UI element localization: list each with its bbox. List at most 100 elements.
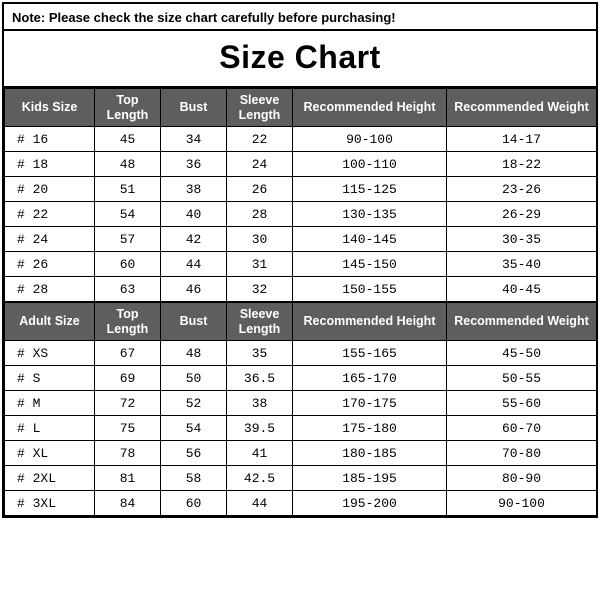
adult-cell: 45-50 xyxy=(447,341,597,366)
kids-cell: 22 xyxy=(227,127,293,152)
adult-cell: 35 xyxy=(227,341,293,366)
kids-col-sleeve: Sleeve Length xyxy=(227,89,293,127)
note-text: Note: Please check the size chart carefu… xyxy=(4,4,596,31)
adult-cell: 185-195 xyxy=(293,466,447,491)
adult-cell: # M xyxy=(5,391,95,416)
adult-cell: 90-100 xyxy=(447,491,597,516)
adult-row: # M725238170-17555-60 xyxy=(5,391,597,416)
adult-col-height: Recommended Height xyxy=(293,303,447,341)
adult-cell: 39.5 xyxy=(227,416,293,441)
kids-cell: 23-26 xyxy=(447,177,597,202)
kids-cell: 32 xyxy=(227,277,293,302)
kids-row: # 20513826115-12523-26 xyxy=(5,177,597,202)
kids-cell: 51 xyxy=(95,177,161,202)
adult-cell: 80-90 xyxy=(447,466,597,491)
kids-cell: 140-145 xyxy=(293,227,447,252)
kids-cell: # 22 xyxy=(5,202,95,227)
adult-cell: # L xyxy=(5,416,95,441)
adult-cell: 50-55 xyxy=(447,366,597,391)
kids-row: # 26604431145-15035-40 xyxy=(5,252,597,277)
adult-cell: 165-170 xyxy=(293,366,447,391)
adult-cell: 56 xyxy=(161,441,227,466)
adult-cell: 38 xyxy=(227,391,293,416)
kids-cell: # 24 xyxy=(5,227,95,252)
adult-row: # S695036.5165-17050-55 xyxy=(5,366,597,391)
kids-cell: 130-135 xyxy=(293,202,447,227)
kids-cell: 14-17 xyxy=(447,127,597,152)
kids-cell: 34 xyxy=(161,127,227,152)
adult-size-table: Adult Size Top Length Bust Sleeve Length… xyxy=(4,302,597,516)
kids-cell: # 26 xyxy=(5,252,95,277)
kids-cell: # 28 xyxy=(5,277,95,302)
kids-cell: 24 xyxy=(227,152,293,177)
kids-cell: # 16 xyxy=(5,127,95,152)
kids-row: # 28634632150-15540-45 xyxy=(5,277,597,302)
adult-col-size: Adult Size xyxy=(5,303,95,341)
kids-cell: 26-29 xyxy=(447,202,597,227)
kids-col-size: Kids Size xyxy=(5,89,95,127)
kids-cell: 31 xyxy=(227,252,293,277)
kids-cell: 46 xyxy=(161,277,227,302)
kids-row: # 1645342290-10014-17 xyxy=(5,127,597,152)
adult-cell: 60-70 xyxy=(447,416,597,441)
kids-col-weight: Recommended Weight xyxy=(447,89,597,127)
adult-col-weight: Recommended Weight xyxy=(447,303,597,341)
adult-cell: 52 xyxy=(161,391,227,416)
adult-cell: 195-200 xyxy=(293,491,447,516)
adult-cell: 78 xyxy=(95,441,161,466)
adult-cell: 55-60 xyxy=(447,391,597,416)
adult-cell: 70-80 xyxy=(447,441,597,466)
kids-cell: 57 xyxy=(95,227,161,252)
kids-cell: 115-125 xyxy=(293,177,447,202)
kids-size-table: Kids Size Top Length Bust Sleeve Length … xyxy=(4,88,597,302)
adult-cell: 54 xyxy=(161,416,227,441)
adult-row: # XS674835155-16545-50 xyxy=(5,341,597,366)
kids-cell: 40-45 xyxy=(447,277,597,302)
adult-cell: 170-175 xyxy=(293,391,447,416)
adult-cell: 58 xyxy=(161,466,227,491)
adult-cell: 44 xyxy=(227,491,293,516)
kids-cell: 45 xyxy=(95,127,161,152)
adult-cell: 75 xyxy=(95,416,161,441)
adult-cell: 67 xyxy=(95,341,161,366)
adult-col-bust: Bust xyxy=(161,303,227,341)
kids-header-row: Kids Size Top Length Bust Sleeve Length … xyxy=(5,89,597,127)
kids-cell: 60 xyxy=(95,252,161,277)
kids-col-top: Top Length xyxy=(95,89,161,127)
kids-cell: 42 xyxy=(161,227,227,252)
adult-row: # 3XL846044195-20090-100 xyxy=(5,491,597,516)
adult-cell: 48 xyxy=(161,341,227,366)
kids-col-bust: Bust xyxy=(161,89,227,127)
adult-row: # 2XL815842.5185-19580-90 xyxy=(5,466,597,491)
kids-cell: 18-22 xyxy=(447,152,597,177)
size-chart-container: Note: Please check the size chart carefu… xyxy=(2,2,598,518)
kids-cell: 44 xyxy=(161,252,227,277)
chart-title: Size Chart xyxy=(4,31,596,88)
adult-row: # XL785641180-18570-80 xyxy=(5,441,597,466)
kids-row: # 18483624100-11018-22 xyxy=(5,152,597,177)
kids-cell: 40 xyxy=(161,202,227,227)
adult-col-top: Top Length xyxy=(95,303,161,341)
kids-cell: 36 xyxy=(161,152,227,177)
kids-cell: 150-155 xyxy=(293,277,447,302)
kids-cell: 54 xyxy=(95,202,161,227)
adult-cell: 72 xyxy=(95,391,161,416)
kids-cell: 26 xyxy=(227,177,293,202)
kids-cell: 90-100 xyxy=(293,127,447,152)
adult-cell: 36.5 xyxy=(227,366,293,391)
kids-row: # 22544028130-13526-29 xyxy=(5,202,597,227)
adult-cell: 42.5 xyxy=(227,466,293,491)
adult-col-sleeve: Sleeve Length xyxy=(227,303,293,341)
adult-cell: 155-165 xyxy=(293,341,447,366)
kids-cell: 30-35 xyxy=(447,227,597,252)
adult-cell: 180-185 xyxy=(293,441,447,466)
adult-cell: # 2XL xyxy=(5,466,95,491)
adult-cell: # XL xyxy=(5,441,95,466)
kids-cell: # 18 xyxy=(5,152,95,177)
adult-cell: 84 xyxy=(95,491,161,516)
adult-cell: 60 xyxy=(161,491,227,516)
adult-cell: # S xyxy=(5,366,95,391)
kids-cell: 100-110 xyxy=(293,152,447,177)
kids-col-height: Recommended Height xyxy=(293,89,447,127)
kids-cell: 30 xyxy=(227,227,293,252)
